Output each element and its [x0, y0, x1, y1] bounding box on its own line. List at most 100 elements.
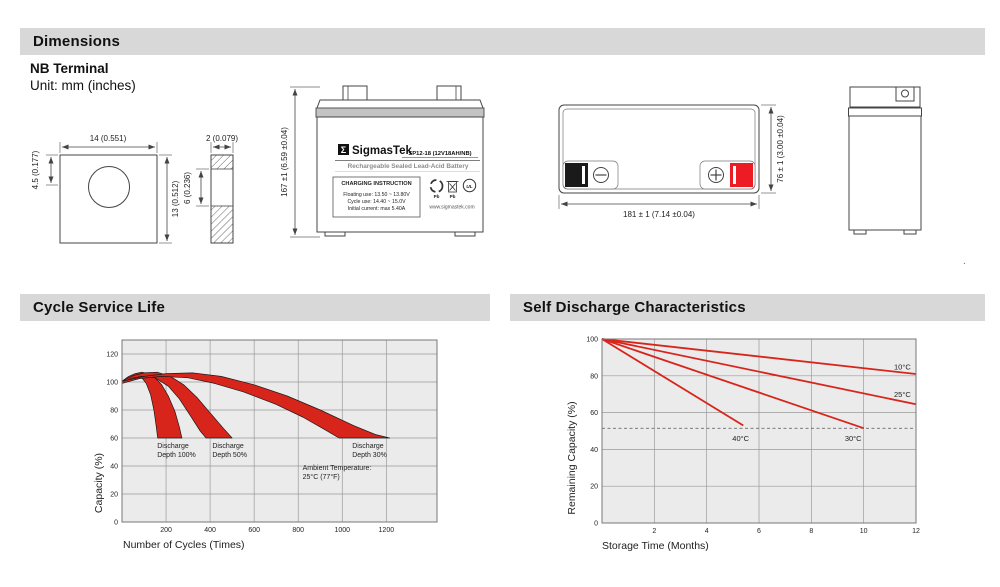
unit-note: Unit: mm (inches) — [30, 78, 136, 93]
chart-annotation: Ambient Temperature: — [303, 465, 372, 472]
x-tick-label: 200 — [160, 527, 172, 534]
negative-terminal-slot — [582, 166, 585, 184]
side-case — [848, 115, 922, 231]
x-tick-label: 600 — [248, 527, 260, 534]
section-header-self-discharge: Self Discharge Characteristics — [510, 294, 985, 321]
series-label: 25°C — [894, 390, 911, 399]
terminal-front-plate — [59, 154, 158, 244]
y-tick-label: 60 — [110, 436, 118, 443]
recycle-icon — [429, 179, 444, 193]
y-tick-label: 40 — [110, 464, 118, 471]
y-tick-label: 40 — [590, 447, 598, 454]
trash-pb-label: Pb — [450, 194, 456, 199]
dim-battery-width: 181 ± 1 (7.14 ±0.04) — [623, 210, 695, 219]
ul-mark-text: UL — [466, 184, 472, 190]
x-tick-label: 8 — [809, 528, 813, 535]
y-tick-label: 100 — [586, 337, 598, 344]
chart-annotation: Depth 50% — [212, 452, 247, 459]
terminal-hole — [88, 166, 130, 208]
x-tick-label: 1200 — [379, 527, 395, 534]
x-tick-label: 6 — [757, 528, 761, 535]
cycle-service-life-chart: 0 20 40 60 80 100 120 200 400 600 800 1000 1200 Disch… — [93, 339, 438, 551]
self-discharge-title: Self Discharge Characteristics — [523, 299, 746, 316]
plot-border — [601, 338, 917, 524]
pb-trash-icon — [446, 181, 459, 193]
x-tick-label: 10 — [860, 528, 868, 535]
side-terminal-circle — [901, 89, 909, 98]
ul-icon — [462, 178, 477, 193]
chart-annotation: Discharge — [157, 443, 189, 450]
chart-annotation: Depth 30% — [352, 452, 387, 459]
x-axis-title: Storage Time (Months) — [602, 540, 709, 552]
chart-annotation: 25°C (77°F) — [303, 473, 340, 481]
self-discharge-chart: 0 20 40 60 80 100 2 4 6 8 10 12 10°C 25°C 40°C 30°C Stor… — [566, 337, 920, 553]
terminal-post-right — [436, 85, 462, 101]
series-line-40°C — [601, 338, 744, 427]
y-tick-label: 0 — [114, 520, 118, 527]
series-line-30°C — [601, 338, 864, 430]
dim-terminal-width: 14 (0.551) — [90, 134, 127, 143]
dimension-lines — [48, 144, 231, 241]
y-tick-label: 20 — [590, 484, 598, 491]
y-axis-title: Remaining Capacity (%) — [566, 401, 578, 514]
y-tick-label: 80 — [110, 408, 118, 415]
series-label: 10°C — [894, 362, 911, 371]
discharge-band — [121, 372, 390, 439]
top-view-dim-extensions — [558, 104, 776, 209]
x-tick-label: 800 — [292, 527, 304, 534]
y-tick-label: 60 — [590, 410, 598, 417]
chart-annotation: Discharge — [352, 443, 384, 450]
charging-line-1: Floating use: 13.50 ~ 13.80V — [343, 192, 410, 198]
battery-type-line: Rechargeable Sealed Lead-Acid Battery — [348, 163, 469, 170]
x-tick-label: 2 — [652, 528, 656, 535]
chart-annotation: Discharge — [212, 443, 244, 450]
model-number: SP12-18 (12V18AH/NB) — [408, 151, 471, 157]
section-header-cycle-service-life: Cycle Service Life — [20, 294, 490, 321]
series-line-25°C — [601, 338, 917, 406]
plot-border — [121, 339, 438, 523]
y-tick-label: 20 — [110, 492, 118, 499]
positive-terminal-slot — [733, 166, 736, 184]
dimension-extension-lines — [46, 142, 234, 244]
x-tick-label: 4 — [705, 528, 709, 535]
foot-right — [454, 231, 476, 237]
brand-logo-square — [338, 144, 349, 155]
side-view-outline — [848, 86, 922, 235]
series-line-10°C — [601, 338, 917, 375]
battery-side-view — [848, 86, 922, 235]
dim-terminal-height: 13 (0.512) — [171, 180, 180, 217]
dim-battery-depth: 76 ± 1 (3.00 ±0.04) — [776, 115, 785, 183]
stray-dot: . — [963, 256, 966, 267]
foot-left — [324, 231, 346, 237]
dim-terminal-mid: 6 (0.236) — [183, 172, 192, 204]
brand-logo-glyph: Σ — [341, 145, 347, 155]
section-header-dimensions: Dimensions — [20, 28, 985, 55]
dim-terminal-thickness: 2 (0.079) — [206, 134, 238, 143]
series-label: 30°C — [845, 434, 862, 443]
dim-terminal-hole-offset: 4.5 (0.177) — [31, 150, 40, 189]
terminal-type-label: NB Terminal — [30, 61, 109, 76]
cycle-service-life-title: Cycle Service Life — [33, 299, 166, 316]
battery-top-view: 181 ± 1 (7.14 ±0.04) 76 ± 1 (3.00 ±0.04) — [558, 104, 785, 219]
lid-band — [315, 107, 485, 118]
battery-label: Σ SigmasTek SP12-18 (12V18AH/NB) Recharg… — [332, 144, 480, 218]
side-foot-right — [903, 229, 917, 235]
terminal-side-slice — [210, 154, 234, 244]
y-axis-title: Capacity (%) — [93, 453, 105, 513]
y-tick-label: 80 — [590, 373, 598, 380]
dim-battery-height: 167 ±1 (6.59 ±0.04) — [280, 127, 289, 197]
charging-instruction-box — [332, 176, 421, 218]
y-tick-label: 100 — [106, 380, 118, 387]
x-tick-label: 400 — [204, 527, 216, 534]
recycle-pb-label: Pb — [434, 194, 440, 199]
x-tick-label: 12 — [912, 528, 920, 535]
x-axis-title: Number of Cycles (Times) — [123, 539, 245, 551]
brand-name: SigmasTek — [352, 145, 412, 157]
x-tick-label: 1000 — [334, 527, 350, 534]
dimensions-title: Dimensions — [33, 33, 121, 50]
charging-line-3: Initial current: max 5.40A — [348, 206, 406, 212]
battery-lid — [316, 99, 484, 109]
side-lid-band — [848, 107, 922, 117]
charging-line-2: Cycle use: 14.40 ~ 15.0V — [347, 199, 406, 205]
